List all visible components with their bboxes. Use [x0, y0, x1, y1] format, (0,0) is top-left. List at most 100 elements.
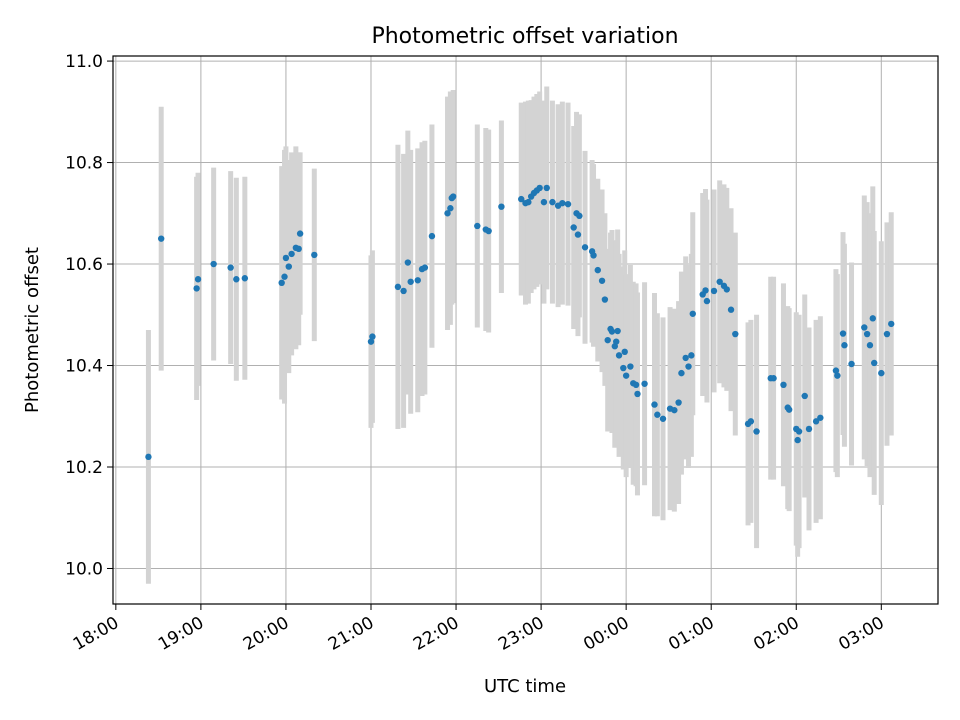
data-point: [421, 264, 429, 271]
data-point: [812, 418, 820, 425]
x-axis-label: UTC time: [484, 676, 566, 697]
data-point: [210, 260, 217, 268]
data-point: [780, 381, 787, 388]
data-point: [682, 354, 689, 362]
data-point: [688, 352, 695, 359]
data-point: [518, 195, 525, 203]
data-point: [841, 342, 848, 349]
chart-title: Photometric offset variation: [371, 24, 678, 49]
y-tick-label: 11.0: [65, 52, 103, 72]
data-point: [848, 360, 855, 368]
data-point: [570, 224, 577, 231]
data-point: [543, 184, 550, 192]
data-point: [732, 330, 739, 338]
y-tick-label: 10.8: [65, 154, 103, 174]
data-point: [703, 297, 711, 305]
data-point: [447, 205, 454, 212]
data-point: [525, 198, 532, 206]
data-point: [311, 251, 318, 259]
y-tick-label: 10.6: [65, 255, 103, 275]
data-point: [834, 372, 841, 379]
data-point: [615, 352, 623, 359]
data-point: [564, 200, 572, 208]
data-point: [710, 287, 718, 295]
data-point: [485, 227, 492, 235]
data-point: [428, 232, 436, 240]
data-point: [601, 296, 609, 303]
data-point: [785, 406, 793, 413]
data-point: [634, 390, 641, 398]
data-point: [659, 415, 667, 422]
data-point: [581, 244, 589, 251]
data-point: [574, 231, 582, 238]
data-point: [414, 277, 421, 284]
data-point: [404, 259, 412, 266]
data-point: [620, 364, 627, 372]
data-point: [282, 254, 290, 262]
data-point: [832, 367, 840, 374]
data-point: [536, 184, 543, 192]
data-point: [296, 230, 304, 237]
data-point: [613, 338, 620, 345]
data-point: [145, 453, 152, 461]
data-point: [559, 199, 566, 207]
data-point: [641, 380, 648, 387]
data-point: [157, 235, 165, 242]
data-point: [632, 381, 640, 388]
data-point: [590, 252, 597, 259]
data-point: [805, 425, 813, 433]
data-point: [450, 193, 457, 200]
data-point: [839, 330, 847, 337]
data-point: [194, 276, 202, 283]
plot-frame: [112, 55, 939, 605]
data-point: [801, 392, 808, 400]
data-point: [685, 363, 692, 370]
data-point: [400, 287, 407, 295]
data-point: [295, 245, 302, 253]
data-point: [747, 418, 755, 425]
data-point: [753, 428, 760, 435]
y-axis-label: Photometric offset: [22, 247, 43, 413]
data-point: [651, 401, 658, 408]
data-point: [407, 278, 414, 285]
data-point: [702, 287, 709, 294]
data-point: [614, 327, 621, 335]
data-point: [444, 210, 451, 217]
data-point: [794, 436, 801, 444]
data-point: [621, 348, 628, 356]
data-point: [863, 330, 871, 338]
data-point: [498, 203, 505, 210]
data-point: [723, 286, 730, 293]
data-point: [675, 399, 682, 406]
data-point: [878, 369, 885, 377]
data-point: [861, 324, 868, 331]
data-point: [549, 198, 556, 206]
data-point: [888, 320, 895, 328]
data-point: [871, 359, 878, 367]
data-point: [608, 328, 616, 335]
data-point: [716, 278, 723, 285]
data-point: [795, 428, 803, 435]
data-point: [193, 285, 200, 292]
data-point: [678, 369, 685, 377]
data-point: [540, 198, 548, 206]
data-point: [598, 277, 606, 284]
data-point: [689, 310, 696, 317]
data-point: [241, 275, 249, 282]
data-point: [227, 264, 234, 271]
data-point: [369, 333, 376, 340]
data-point: [817, 414, 824, 421]
data-point: [576, 212, 583, 220]
data-point: [671, 406, 678, 414]
y-tick-label: 10.0: [65, 559, 103, 579]
data-point: [367, 338, 375, 345]
data-point: [278, 279, 285, 287]
data-point: [622, 372, 630, 379]
y-tick-label: 10.2: [65, 458, 103, 478]
data-point: [627, 363, 634, 370]
data-point: [866, 342, 874, 349]
y-axis: 10.0 10.2 10.4 10.6 10.8 11.0: [65, 52, 113, 579]
data-point: [604, 336, 611, 344]
y-tick-label: 10.4: [65, 357, 103, 377]
